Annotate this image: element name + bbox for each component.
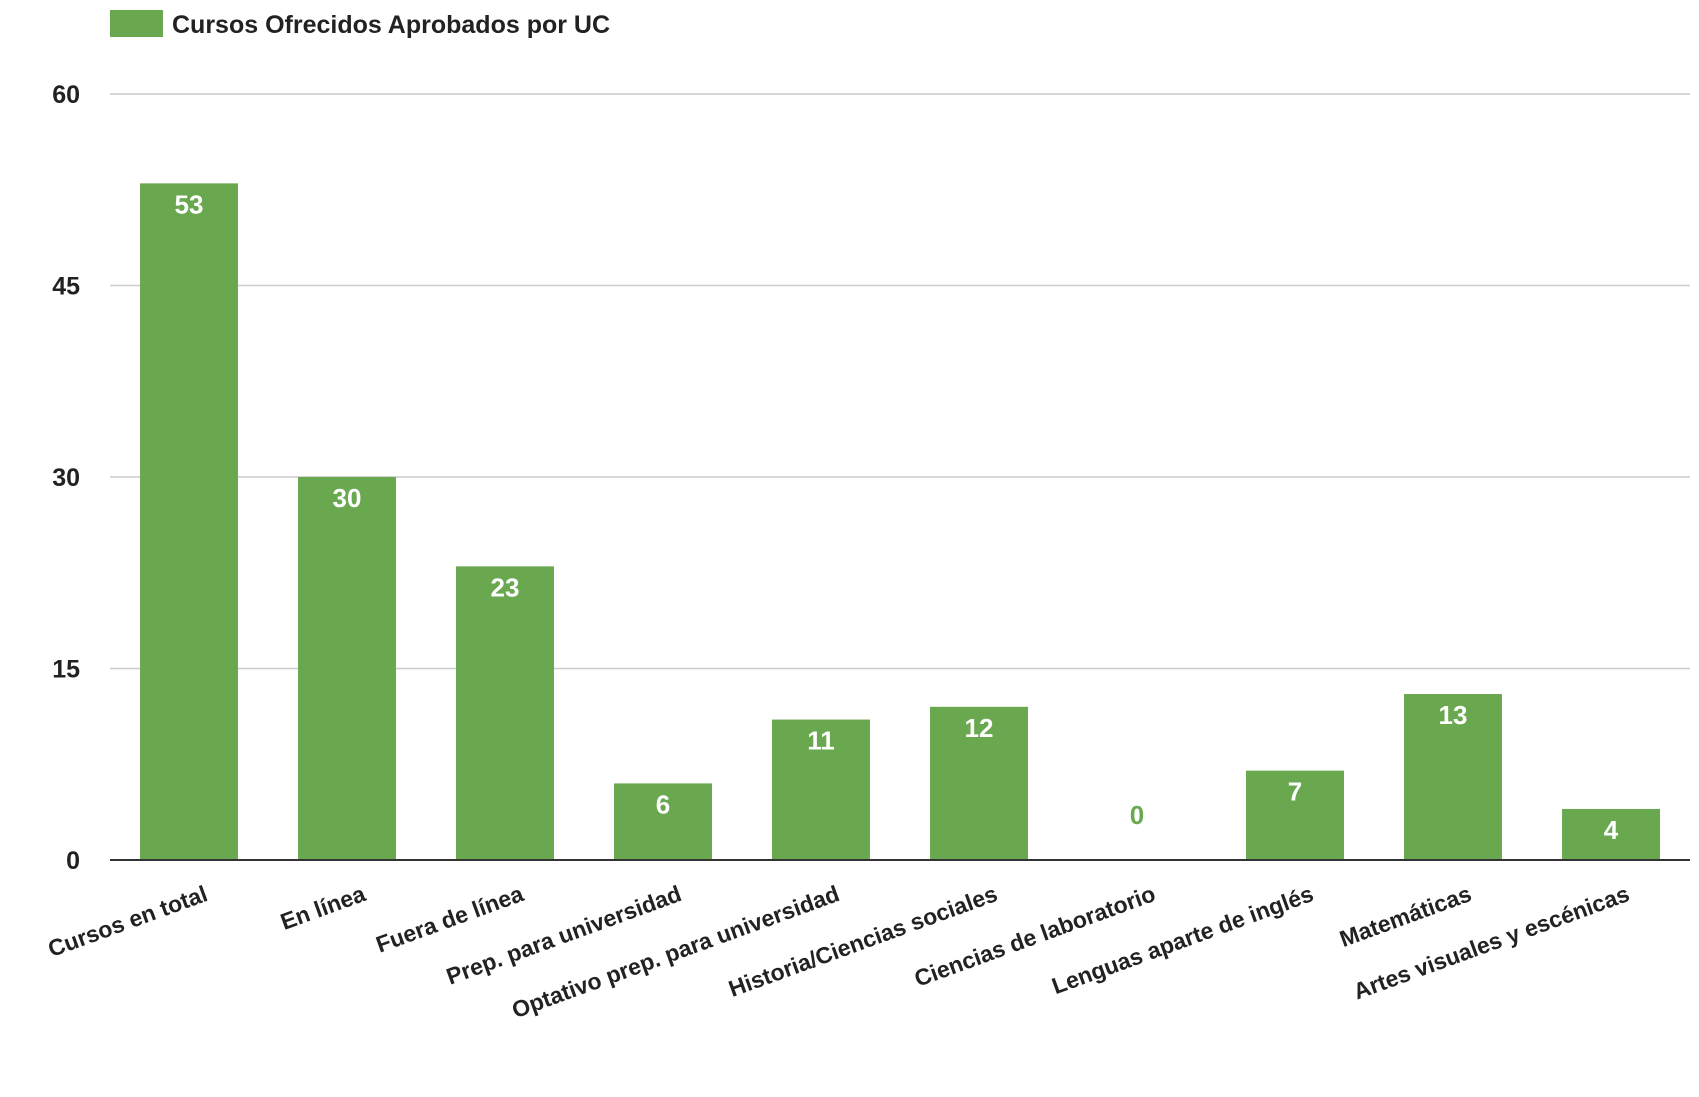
- data-labels: 53 30 23 6 11 12 0 7 13 4: [175, 189, 1619, 845]
- legend: Cursos Ofrecidos Aprobados por UC: [110, 10, 610, 39]
- data-label: 7: [1288, 777, 1302, 807]
- data-label: 23: [491, 572, 520, 602]
- bar: [1562, 808, 1660, 860]
- legend-swatch: [110, 10, 163, 37]
- bar: [1246, 770, 1344, 860]
- bar: [140, 183, 238, 860]
- y-tick-label: 15: [52, 656, 80, 684]
- bar: [930, 706, 1028, 860]
- y-tick-label: 30: [52, 464, 80, 492]
- x-tick-label: Cursos en total: [44, 880, 210, 962]
- data-label: 6: [656, 789, 670, 819]
- y-tick-label: 60: [52, 81, 80, 109]
- bar: [772, 719, 870, 860]
- y-tick-label: 0: [66, 847, 80, 875]
- y-axis-ticks: 0 15 30 45 60: [52, 81, 80, 875]
- bar: [456, 566, 554, 860]
- x-tick-label: En línea: [277, 880, 369, 935]
- bar: [1404, 694, 1502, 860]
- bar: [614, 783, 712, 860]
- x-tick-label: Lenguas aparte de inglés: [1048, 880, 1316, 999]
- y-tick-label: 45: [52, 273, 80, 301]
- data-label: 13: [1439, 700, 1468, 730]
- legend-label: Cursos Ofrecidos Aprobados por UC: [172, 11, 610, 39]
- data-label: 11: [807, 726, 835, 756]
- x-axis-labels: Cursos en total En línea Fuera de líneaPre…: [44, 880, 1632, 1023]
- data-label: 53: [175, 189, 204, 219]
- data-label: 0: [1130, 800, 1144, 830]
- bar: [298, 477, 396, 860]
- data-label: 30: [333, 483, 362, 513]
- x-tick-label: Artes visuales y escénicas: [1350, 880, 1633, 1004]
- data-label: 4: [1604, 815, 1619, 845]
- bars: [140, 183, 1660, 860]
- x-tick-label: Historia/Ciencias sociales: [725, 880, 1001, 1002]
- data-label: 12: [965, 713, 994, 743]
